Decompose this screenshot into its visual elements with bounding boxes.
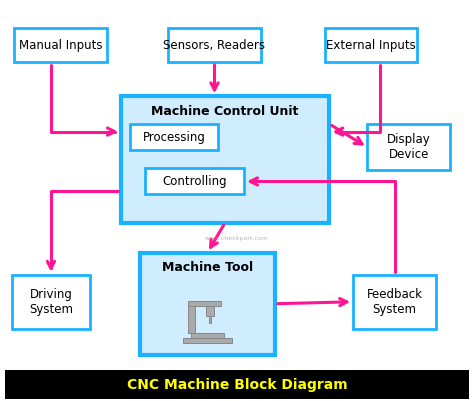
- FancyBboxPatch shape: [5, 370, 469, 399]
- Text: Manual Inputs: Manual Inputs: [18, 38, 102, 52]
- FancyBboxPatch shape: [168, 28, 261, 62]
- FancyBboxPatch shape: [353, 275, 436, 329]
- FancyBboxPatch shape: [12, 275, 90, 329]
- Text: Machine Tool: Machine Tool: [162, 261, 253, 274]
- Text: Feedback
System: Feedback System: [366, 288, 423, 316]
- Text: Machine Control Unit: Machine Control Unit: [152, 105, 299, 118]
- Text: Processing: Processing: [143, 131, 206, 144]
- Text: Sensors, Readers: Sensors, Readers: [164, 38, 265, 52]
- FancyBboxPatch shape: [183, 338, 232, 343]
- Text: Driving
System: Driving System: [29, 288, 73, 316]
- Text: CNC Machine Block Diagram: CNC Machine Block Diagram: [127, 378, 347, 391]
- FancyBboxPatch shape: [121, 96, 329, 223]
- FancyBboxPatch shape: [14, 28, 107, 62]
- FancyBboxPatch shape: [209, 316, 211, 323]
- FancyBboxPatch shape: [145, 168, 244, 194]
- FancyBboxPatch shape: [206, 306, 214, 316]
- Text: External Inputs: External Inputs: [326, 38, 416, 52]
- FancyBboxPatch shape: [140, 253, 275, 355]
- Text: Display
Device: Display Device: [387, 134, 431, 161]
- FancyBboxPatch shape: [325, 28, 417, 62]
- FancyBboxPatch shape: [188, 301, 221, 306]
- FancyBboxPatch shape: [367, 124, 450, 170]
- FancyBboxPatch shape: [130, 124, 218, 150]
- FancyBboxPatch shape: [191, 333, 224, 338]
- Text: Controlling: Controlling: [162, 175, 227, 188]
- Text: www.checkpart.com: www.checkpart.com: [205, 236, 269, 241]
- FancyBboxPatch shape: [188, 304, 195, 333]
